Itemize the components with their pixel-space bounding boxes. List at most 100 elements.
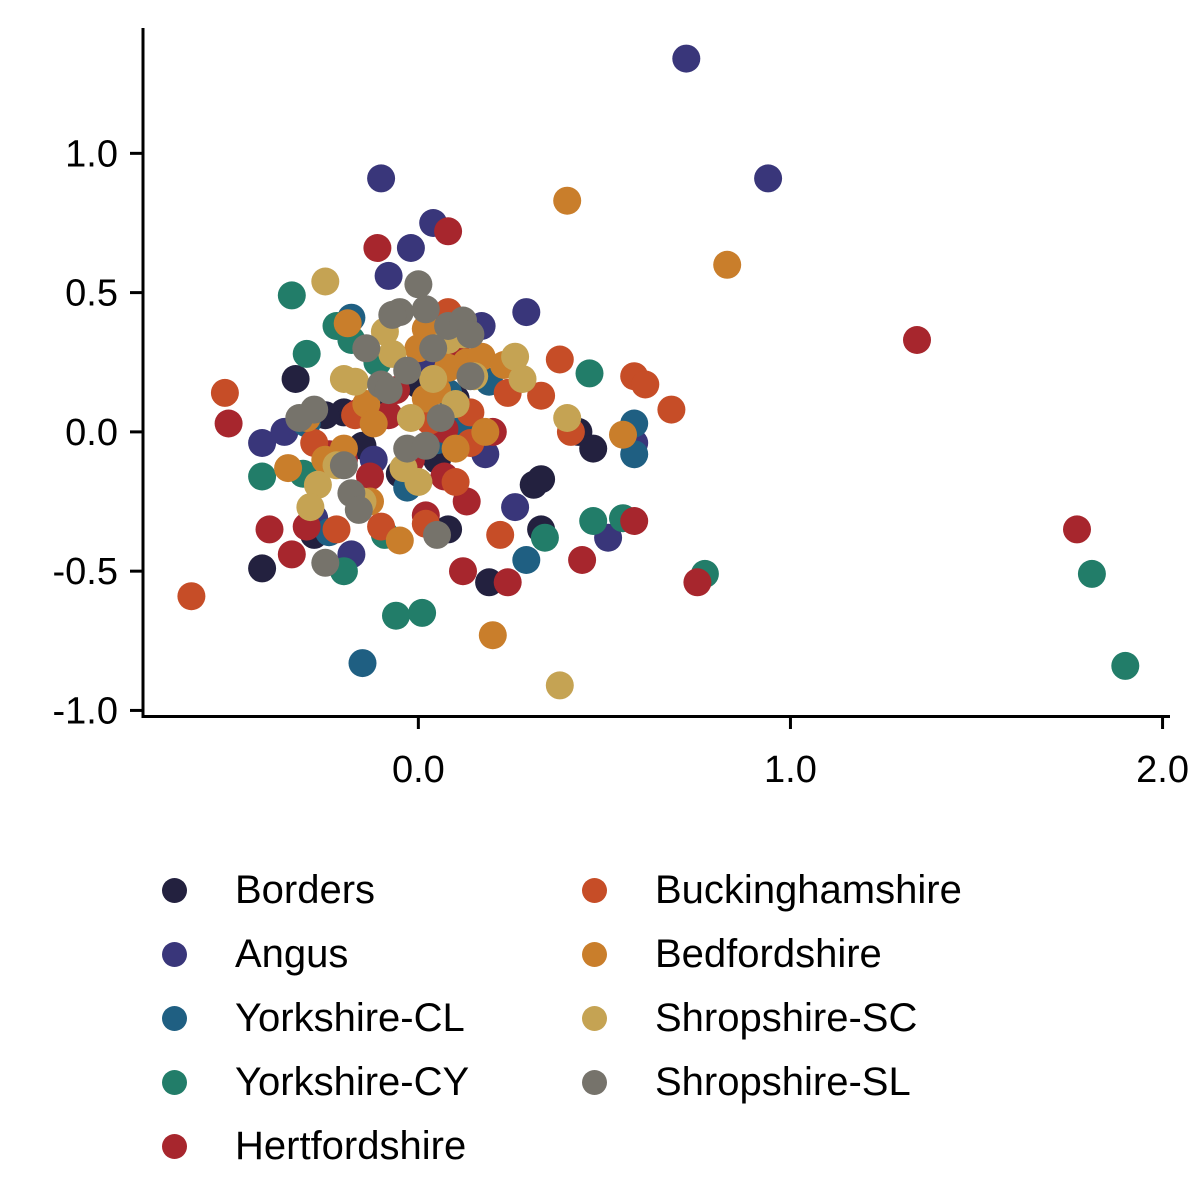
- point-hertfordshire-17: [356, 462, 384, 491]
- legend-item: Angus: [150, 922, 570, 986]
- point-shropshire-sc-7: [303, 470, 332, 499]
- point-shropshire-sc-8: [296, 493, 325, 522]
- point-borders-5: [527, 465, 556, 494]
- point-shropshire-sc-2: [501, 342, 530, 371]
- point-shropshire-sl-18: [285, 404, 314, 432]
- point-hertfordshire-8: [363, 234, 392, 262]
- point-bedfordshire-6: [274, 454, 303, 483]
- point-buckinghamshire-1: [210, 378, 239, 407]
- y-tick-label: -0.5: [53, 551, 118, 593]
- point-bedfordshire-22: [359, 409, 388, 438]
- point-bedfordshire-1: [713, 250, 742, 279]
- point-angus-2: [367, 164, 396, 193]
- point-shropshire-sl-6: [419, 334, 448, 363]
- legend-label: Buckinghamshire: [655, 868, 962, 912]
- point-buckinghamshire-0: [177, 582, 206, 611]
- point-shropshire-sc-13: [419, 365, 448, 393]
- point-shropshire-sc-4: [553, 404, 582, 432]
- point-yorkshire-cy-1: [1077, 559, 1106, 588]
- point-hertfordshire-6: [449, 557, 477, 586]
- point-hertfordshire-10: [255, 515, 284, 544]
- y-tick-label: 0.0: [65, 412, 118, 454]
- point-shropshire-sl-21: [329, 451, 358, 480]
- point-hertfordshire-11: [277, 540, 306, 569]
- legend-label: Angus: [235, 932, 349, 976]
- point-buckinghamshire-3: [545, 345, 574, 374]
- legend: Borders Angus Yorkshire-CL Yorkshire-CY Hert…: [150, 858, 1100, 1178]
- y-axis-ticks: -1.0 -0.5 0.0 0.5 1.0: [53, 133, 143, 732]
- point-shropshire-sl-20: [426, 404, 455, 432]
- point-buckinghamshire-7: [657, 395, 686, 424]
- point-hertfordshire-7: [434, 217, 463, 246]
- point-shropshire-sc-20: [396, 404, 425, 432]
- legend-marker-icon: [582, 941, 607, 967]
- point-shropshire-sl-8: [352, 334, 381, 363]
- point-hertfordshire-2: [683, 568, 712, 597]
- point-yorkshire-cy-7: [579, 507, 608, 535]
- legend-marker-icon: [162, 1005, 187, 1031]
- scatter-chart: 0.0 1.0 2.0 -1.0 -0.5 0.0 0.5 1.0: [53, 28, 1189, 791]
- legend-item: Shropshire-SL: [570, 1050, 990, 1114]
- legend-marker-icon: [582, 877, 607, 903]
- legend-marker-icon: [162, 1069, 187, 1095]
- point-hertfordshire-0: [903, 326, 931, 354]
- point-buckinghamshire-15: [441, 468, 470, 496]
- legend-item: Shropshire-SC: [570, 986, 990, 1050]
- point-hertfordshire-5: [493, 568, 522, 597]
- point-hertfordshire-9: [214, 409, 243, 438]
- point-shropshire-sl-22: [411, 431, 440, 460]
- y-tick-label: -1.0: [53, 690, 118, 732]
- point-buckinghamshire-4: [527, 381, 556, 410]
- legend-marker-icon: [162, 941, 187, 967]
- point-buckinghamshire-11: [322, 515, 351, 544]
- point-shropshire-sl-2: [411, 295, 440, 324]
- x-tick-label: 1.0: [764, 749, 817, 791]
- point-yorkshire-cy-13: [248, 462, 277, 491]
- point-shropshire-sl-7: [378, 300, 407, 329]
- legend-label: Hertfordshire: [235, 1124, 467, 1168]
- legend-marker-icon: [582, 1005, 607, 1031]
- x-tick-label: 0.0: [392, 749, 445, 791]
- point-angus-7: [248, 429, 277, 457]
- point-shropshire-sc-1: [311, 267, 340, 296]
- point-borders-0: [281, 365, 310, 393]
- point-shropshire-sl-5: [456, 320, 485, 349]
- legend-label: Bedfordshire: [655, 932, 882, 976]
- point-bedfordshire-8: [333, 309, 362, 338]
- point-yorkshire-cy-6: [575, 359, 604, 388]
- point-angus-1: [754, 164, 783, 193]
- point-buckinghamshire-8: [486, 520, 515, 549]
- point-yorkshire-cy-9: [530, 523, 559, 552]
- point-angus-5: [374, 261, 403, 290]
- point-bedfordshire-3: [478, 621, 507, 650]
- point-shropshire-sl-12: [311, 548, 340, 577]
- point-yorkshire-cy-3: [277, 281, 306, 310]
- point-yorkshire-cy-4: [292, 339, 321, 368]
- point-shropshire-sl-14: [344, 495, 373, 524]
- point-bedfordshire-2: [609, 420, 637, 449]
- point-yorkshire-cl-1: [512, 546, 541, 574]
- legend-item: Borders: [150, 858, 570, 922]
- point-yorkshire-cl-0: [348, 649, 377, 678]
- point-yorkshire-cy-10: [382, 601, 410, 630]
- legend-label: Yorkshire-CL: [235, 996, 465, 1040]
- legend-label: Shropshire-SC: [655, 996, 918, 1040]
- x-axis-ticks: 0.0 1.0 2.0: [392, 716, 1189, 791]
- legend-label: Yorkshire-CY: [235, 1060, 470, 1104]
- point-shropshire-sl-10: [393, 356, 422, 385]
- x-tick-label: 2.0: [1136, 749, 1189, 791]
- point-hertfordshire-1: [1063, 515, 1091, 544]
- legend-item: Hertfordshire: [150, 1114, 570, 1178]
- point-bedfordshire-21: [441, 434, 470, 463]
- legend-marker-icon: [582, 1069, 607, 1095]
- point-shropshire-sc-3: [508, 365, 537, 393]
- point-shropshire-sc-0: [545, 671, 574, 700]
- point-shropshire-sl-0: [404, 270, 433, 299]
- legend-label: Borders: [235, 868, 376, 912]
- legend-label: Shropshire-SL: [655, 1060, 911, 1104]
- point-shropshire-sl-16: [456, 362, 485, 391]
- point-angus-4: [396, 234, 425, 262]
- point-shropshire-sl-11: [423, 520, 451, 549]
- legend-marker-icon: [162, 877, 187, 903]
- y-tick-label: 0.5: [65, 273, 118, 315]
